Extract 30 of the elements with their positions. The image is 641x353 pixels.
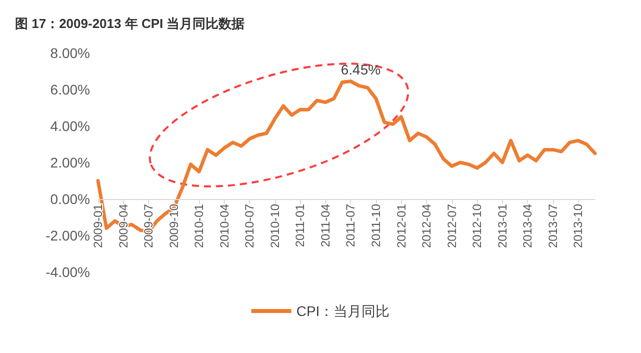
x-tick-label: 2013-10 xyxy=(571,204,586,248)
x-tick-label: 2012-10 xyxy=(470,204,484,248)
x-tick-label: 2012-07 xyxy=(444,204,459,248)
x-tick-label: 2011-01 xyxy=(293,204,308,248)
x-tick-label: 2009-01 xyxy=(91,204,105,248)
x-tick-label: 2010-10 xyxy=(268,204,282,248)
y-tick-label: 6.00% xyxy=(50,82,90,98)
x-tick-label: 2010-04 xyxy=(217,204,232,248)
y-tick-label: 4.00% xyxy=(50,118,90,134)
x-tick-label: 2011-04 xyxy=(318,204,332,248)
x-tick-label: 2012-04 xyxy=(420,204,434,248)
x-tick-label: 2010-01 xyxy=(192,204,206,248)
x-tick-label: 2011-07 xyxy=(344,204,358,248)
y-tick-label: 0.00% xyxy=(50,191,90,207)
data-label: 6.45% xyxy=(340,61,381,78)
x-tick-label: 2011-10 xyxy=(368,204,383,248)
chart-title: 图 17：2009-2013 年 CPI 当月同比数据 xyxy=(15,16,245,31)
x-tick-label: 2012-01 xyxy=(394,204,408,248)
x-tick-label: 2009-10 xyxy=(166,204,181,248)
y-tick-label: 2.00% xyxy=(50,154,90,170)
x-tick-label: 2013-04 xyxy=(520,204,535,248)
legend-label: CPI：当月同比 xyxy=(296,303,390,319)
x-tick-label: 2009-07 xyxy=(142,204,156,248)
x-tick-label: 2013-07 xyxy=(546,204,560,248)
y-tick-label: -4.00% xyxy=(46,264,90,280)
x-tick-label: 2009-04 xyxy=(116,204,130,248)
x-tick-label: 2010-07 xyxy=(242,204,257,248)
x-tick-label: 2013-01 xyxy=(495,204,510,248)
y-tick-label: -2.00% xyxy=(46,228,90,244)
y-tick-label: 8.00% xyxy=(50,45,90,61)
